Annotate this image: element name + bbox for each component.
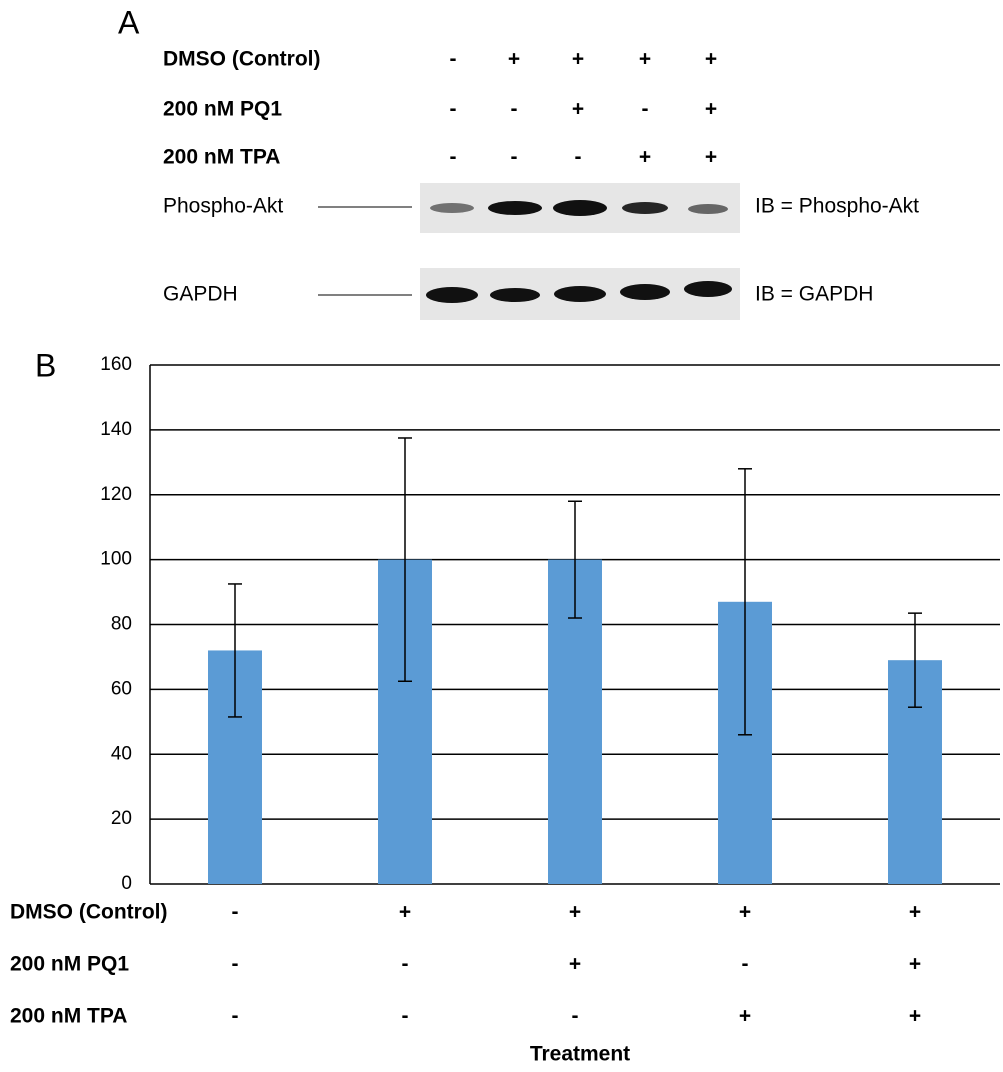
condition-sign: - xyxy=(450,146,457,169)
band xyxy=(688,204,728,214)
condition-label: DMSO (Control) xyxy=(10,901,167,924)
condition-sign: + xyxy=(909,953,921,976)
blot-label: Phospho-Akt xyxy=(163,195,283,218)
y-tick-label: 40 xyxy=(111,743,132,764)
condition-sign: - xyxy=(511,146,518,169)
y-tick-label: 60 xyxy=(111,678,132,699)
condition-sign: + xyxy=(572,48,584,71)
condition-label: 200 nM TPA xyxy=(10,1005,127,1028)
condition-sign: - xyxy=(511,98,518,121)
condition-sign: - xyxy=(450,98,457,121)
condition-sign: - xyxy=(572,1005,579,1028)
condition-sign: + xyxy=(399,901,411,924)
blot-antibody: IB = GAPDH xyxy=(755,283,873,306)
band xyxy=(553,200,607,216)
band xyxy=(426,287,478,303)
condition-sign: + xyxy=(508,48,520,71)
condition-sign: - xyxy=(642,98,649,121)
x-axis-label: Treatment xyxy=(530,1043,630,1066)
band xyxy=(488,201,542,215)
band xyxy=(620,284,670,300)
y-tick-label: 80 xyxy=(111,614,132,635)
condition-sign: + xyxy=(569,901,581,924)
condition-sign: - xyxy=(450,48,457,71)
band xyxy=(622,202,668,214)
y-tick-label: 100 xyxy=(100,549,132,570)
condition-sign: + xyxy=(705,98,717,121)
condition-sign: + xyxy=(909,901,921,924)
condition-sign: + xyxy=(705,146,717,169)
condition-sign: - xyxy=(402,1005,409,1028)
condition-sign: + xyxy=(739,1005,751,1028)
y-tick-label: 20 xyxy=(111,808,132,829)
condition-sign: - xyxy=(742,953,749,976)
condition-sign: + xyxy=(639,146,651,169)
y-tick-label: 160 xyxy=(100,354,132,375)
y-tick-label: 0 xyxy=(121,873,132,894)
condition-label: 200 nM PQ1 xyxy=(163,98,282,121)
condition-sign: - xyxy=(232,953,239,976)
y-tick-label: 140 xyxy=(100,419,132,440)
blot-antibody: IB = Phospho-Akt xyxy=(755,195,919,218)
panel-label: A xyxy=(118,4,140,40)
condition-sign: - xyxy=(232,1005,239,1028)
figure: A B Treatment DMSO (Control) - + + + +200 nM … xyxy=(0,0,1003,1072)
condition-label: DMSO (Control) xyxy=(163,48,320,71)
blot-label: GAPDH xyxy=(163,283,238,306)
band xyxy=(490,288,540,302)
condition-sign: + xyxy=(739,901,751,924)
condition-label: 200 nM PQ1 xyxy=(10,953,129,976)
condition-sign: - xyxy=(232,901,239,924)
y-tick-label: 120 xyxy=(100,484,132,505)
condition-sign: + xyxy=(569,953,581,976)
condition-sign: + xyxy=(572,98,584,121)
condition-sign: + xyxy=(705,48,717,71)
condition-sign: + xyxy=(909,1005,921,1028)
band xyxy=(684,281,732,297)
band xyxy=(554,286,606,302)
condition-sign: - xyxy=(402,953,409,976)
panel-label: B xyxy=(35,347,56,383)
condition-label: 200 nM TPA xyxy=(163,146,280,169)
condition-sign: + xyxy=(639,48,651,71)
band xyxy=(430,203,474,213)
condition-sign: - xyxy=(575,146,582,169)
